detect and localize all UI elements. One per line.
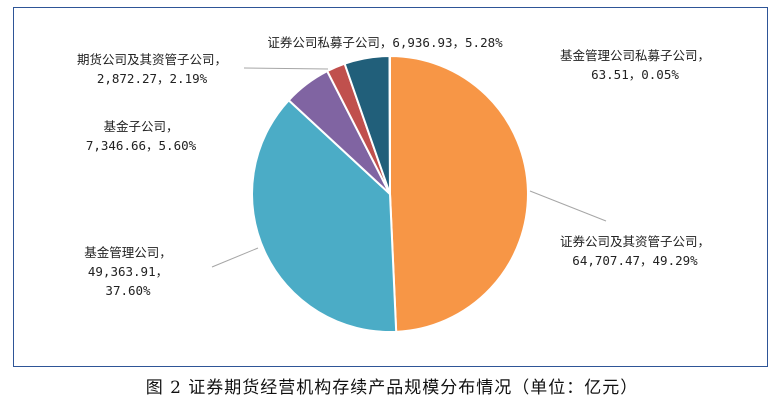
figure-caption: 图 2 证券期货经营机构存续产品规模分布情况（单位：亿元） [145, 378, 639, 398]
pie-chart: 证券公司及其资管子公司， 64,707.47，49.29% 基金管理公司， 49,36… [77, 35, 710, 333]
leader-line-1 [211, 247, 259, 268]
data-label-4: 证券公司私募子公司，6,936.93，5.28% [267, 35, 503, 50]
data-label-5: 基金管理公司私募子公司， 63.51，0.05% [560, 48, 710, 82]
data-label-1: 基金管理公司， 49,363.91， 37.60% [84, 245, 172, 298]
pie-slice-1 [251, 98, 398, 333]
leader-line-0 [529, 190, 607, 222]
data-label-0: 证券公司及其资管子公司， 64,707.47，49.29% [560, 234, 710, 268]
data-label-2: 基金子公司， 7,346.66，5.60% [86, 119, 197, 153]
pie-slice-0 [389, 54, 529, 333]
data-label-3: 期货公司及其资管子公司， 2,872.27，2.19% [77, 52, 227, 86]
leader-line-3 [243, 67, 329, 70]
